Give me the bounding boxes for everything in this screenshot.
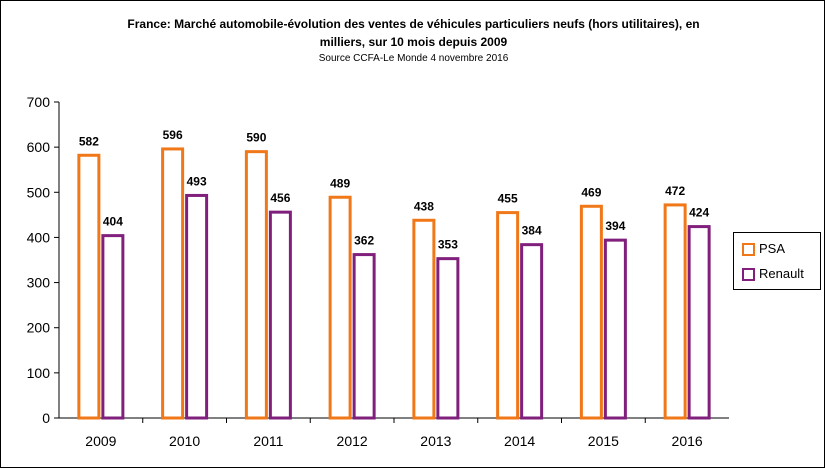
legend-swatch-psa (742, 243, 755, 256)
bar-psa (496, 211, 520, 420)
bar-renault (185, 193, 209, 420)
data-label-psa: 469 (581, 185, 601, 199)
data-label-renault: 384 (522, 224, 542, 238)
chart-title-line-1: France: Marché automobile-évolution des … (127, 17, 700, 31)
bar-renault (520, 243, 544, 420)
data-label-renault: 353 (438, 238, 458, 252)
legend-label-psa: PSA (759, 241, 786, 256)
chart-title-line-2: milliers, sur 10 mois depuis 2009 (319, 35, 508, 49)
data-label-renault: 456 (270, 191, 290, 205)
data-label-psa: 438 (414, 199, 434, 213)
x-tick-label: 2014 (504, 433, 535, 449)
bar-psa (161, 147, 185, 420)
data-label-psa: 590 (246, 131, 266, 145)
bar-psa (412, 218, 436, 420)
data-label-psa: 455 (498, 192, 518, 206)
bar-renault (268, 210, 292, 420)
bar-psa (663, 203, 687, 420)
bar-renault (352, 253, 376, 420)
bar-renault (101, 234, 125, 420)
bar-renault (687, 225, 711, 420)
y-tick-label: 200 (27, 320, 51, 336)
legend: PSA Renault (733, 232, 821, 290)
bar-psa (244, 150, 268, 420)
legend-label-renault: Renault (759, 266, 804, 281)
bar-renault (436, 257, 460, 420)
y-tick-label: 500 (27, 184, 51, 200)
x-tick-label: 2010 (169, 433, 200, 449)
data-label-psa: 596 (163, 128, 183, 142)
bar-psa (328, 195, 352, 420)
data-label-psa: 472 (665, 184, 685, 198)
y-tick-label: 0 (42, 410, 50, 426)
x-tick-label: 2016 (672, 433, 703, 449)
y-tick-label: 700 (27, 94, 51, 110)
x-tick-label: 2012 (337, 433, 368, 449)
data-label-renault: 362 (354, 234, 374, 248)
x-tick-label: 2009 (85, 433, 116, 449)
data-label-renault: 394 (605, 219, 625, 233)
chart-subtitle: Source CCFA-Le Monde 4 novembre 2016 (318, 53, 509, 64)
y-tick-label: 300 (27, 275, 51, 291)
bar-renault (603, 238, 627, 420)
x-tick-label: 2011 (253, 433, 283, 449)
data-label-psa: 582 (79, 134, 99, 148)
legend-swatch-renault (742, 268, 755, 281)
data-label-renault: 424 (689, 206, 709, 220)
x-tick-label: 2015 (588, 433, 619, 449)
y-tick-label: 100 (27, 365, 51, 381)
y-tick-label: 400 (27, 229, 51, 245)
data-label-renault: 404 (103, 215, 123, 229)
x-tick-label: 2013 (420, 433, 451, 449)
data-label-renault: 493 (187, 174, 207, 188)
y-tick-label: 600 (27, 139, 51, 155)
data-label-psa: 489 (330, 176, 350, 190)
bar-psa (579, 204, 603, 420)
bar-psa (77, 153, 101, 420)
